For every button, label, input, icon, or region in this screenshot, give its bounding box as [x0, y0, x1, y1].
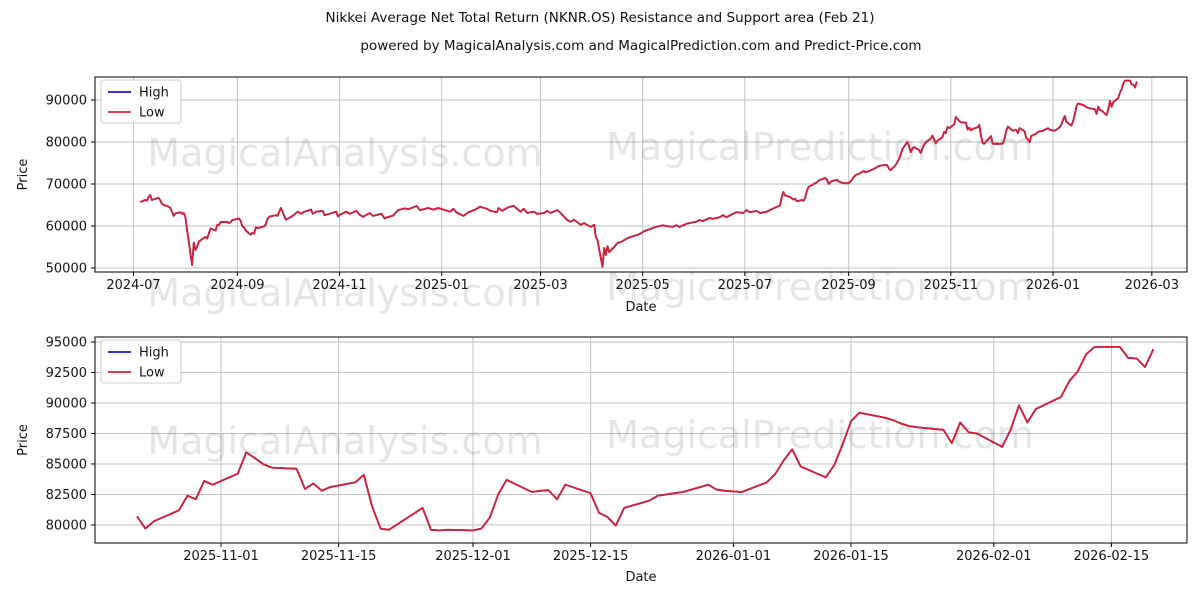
- x-axis-label: Date: [625, 570, 656, 585]
- legend-label-low: Low: [139, 106, 165, 121]
- x-tick-label: 2026-01-15: [813, 549, 889, 564]
- y-tick-label: 85000: [46, 457, 87, 472]
- y-tick-label: 90000: [46, 396, 87, 411]
- x-tick-label: 2025-07: [718, 278, 772, 293]
- y-tick-label: 50000: [46, 262, 87, 277]
- x-tick-label: 2026-02-01: [956, 549, 1032, 564]
- legend-label-high: High: [139, 346, 169, 361]
- y-tick-label: 95000: [46, 336, 87, 351]
- watermark-text: MagicalPrediction.com: [606, 413, 1034, 457]
- x-tick-label: 2025-12-01: [435, 549, 511, 564]
- y-tick-label: 87500: [46, 427, 87, 442]
- watermark-text: MagicalPrediction.com: [606, 125, 1034, 169]
- x-tick-label: 2024-09: [210, 278, 264, 293]
- y-tick-label: 80000: [46, 136, 87, 151]
- y-tick-label: 70000: [46, 178, 87, 193]
- x-tick-label: 2026-01-01: [696, 549, 772, 564]
- watermark-text: MagicalAnalysis.com: [147, 419, 542, 463]
- plot-border: [94, 336, 1188, 544]
- y-tick-label: 92500: [46, 366, 87, 381]
- x-tick-label: 2026-01: [1026, 278, 1080, 293]
- chart-title: Nikkei Average Net Total Return (NKNR.OS…: [325, 10, 875, 26]
- x-tick-label: 2025-11: [924, 278, 978, 293]
- legend-label-high: High: [139, 86, 169, 101]
- y-tick-label: 80000: [46, 518, 87, 533]
- series-line-low: [136, 345, 1155, 532]
- plot-border: [94, 76, 1188, 273]
- chart-subtitle: powered by MagicalAnalysis.com and Magic…: [360, 38, 922, 54]
- x-tick-label: 2026-02-15: [1074, 549, 1150, 564]
- x-tick-label: 2025-01: [415, 278, 469, 293]
- watermark-text: MagicalAnalysis.com: [147, 271, 542, 315]
- x-tick-label: 2025-09: [822, 278, 876, 293]
- x-tick-label: 2025-12-15: [553, 549, 629, 564]
- x-tick-label: 2025-03: [513, 278, 567, 293]
- y-axis-label: Price: [16, 159, 31, 191]
- x-tick-label: 2025-11-01: [183, 549, 259, 564]
- y-axis-label: Price: [16, 424, 31, 456]
- y-tick-label: 60000: [46, 220, 87, 235]
- y-tick-label: 90000: [46, 94, 87, 109]
- x-tick-label: 2025-05: [616, 278, 670, 293]
- watermark-text: MagicalAnalysis.com: [147, 131, 542, 175]
- series-line-low: [139, 79, 1138, 268]
- x-axis-label: Date: [625, 300, 656, 315]
- legend-label-low: Low: [139, 366, 165, 381]
- x-tick-label: 2026-03: [1125, 278, 1179, 293]
- y-tick-label: 82500: [46, 488, 87, 503]
- x-tick-label: 2025-11-15: [301, 549, 377, 564]
- x-tick-label: 2024-07: [106, 278, 160, 293]
- x-tick-label: 2024-11: [312, 278, 366, 293]
